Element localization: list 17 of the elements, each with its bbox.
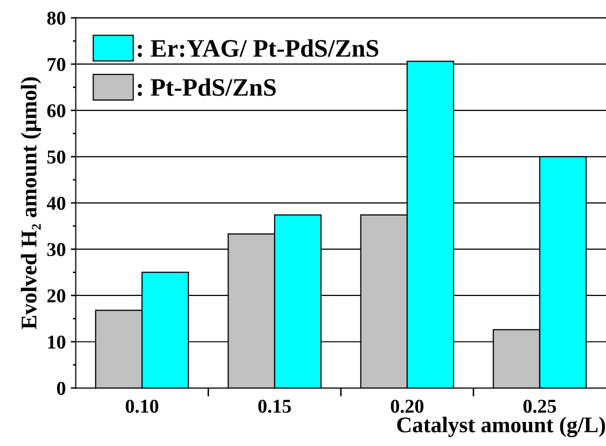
y-axis-title: Evolved H₂ amount (μmol)	[20, 77, 42, 330]
legend-label: : Er:YAG/ Pt-PdS/ZnS	[138, 39, 378, 57]
x-tick-label: 0.10	[126, 400, 158, 413]
y-tick-label: 10	[48, 336, 66, 349]
y-tick-label: 70	[48, 58, 66, 72]
y-tick-label: 0	[57, 382, 66, 395]
y-tick-label: 50	[47, 150, 66, 164]
y-tick-label: 30	[47, 243, 66, 256]
x-tick-label: 0.25	[523, 400, 556, 413]
x-tick-label: 0.20	[390, 400, 424, 413]
x-axis-title: Catalyst amount (g/L)	[397, 416, 606, 438]
y-tick-label: 40	[46, 196, 66, 210]
y-tick-label: 20	[47, 289, 66, 302]
y-tick-label: 60	[47, 104, 66, 118]
legend-label: : Pt-PdS/ZnS	[138, 78, 276, 96]
x-tick-label: 0.15	[258, 400, 291, 413]
y-tick-label: 80	[47, 12, 66, 25]
